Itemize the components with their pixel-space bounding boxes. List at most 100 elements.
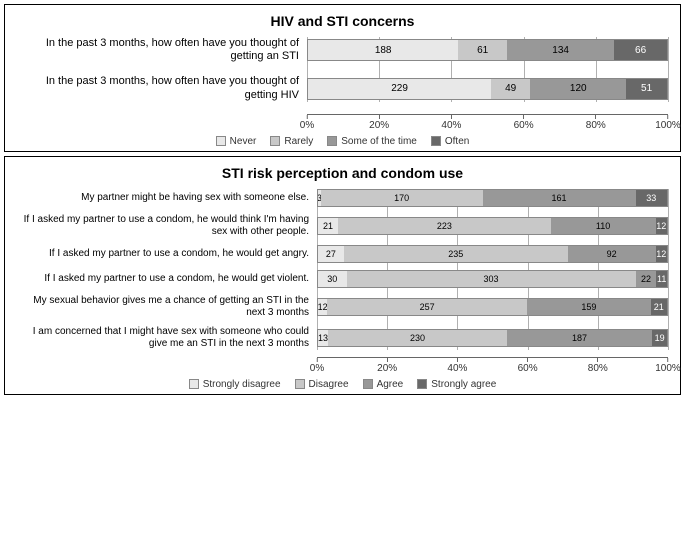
- panel-hiv-sti-concerns: HIV and STI concerns In the past 3 month…: [4, 4, 681, 152]
- bar-segment: 92: [568, 246, 656, 262]
- chart-row: I am concerned that I might have sex wit…: [17, 326, 668, 350]
- legend-item: Often: [431, 136, 469, 147]
- x-tick: 80%: [588, 358, 608, 374]
- chart-row: If I asked my partner to use a condom, h…: [17, 270, 668, 288]
- bar-segment: 303: [347, 271, 636, 287]
- bar-segment: 51: [626, 79, 667, 99]
- legend-label: Often: [445, 136, 469, 147]
- stacked-bar: 1323018719: [317, 329, 668, 347]
- bar-segment: 120: [530, 79, 626, 99]
- x-tick: 20%: [377, 358, 397, 374]
- legend: Strongly disagree Disagree Agree Strongly a…: [17, 379, 668, 390]
- bar-segment: 229: [308, 79, 491, 99]
- legend-item: Never: [216, 136, 257, 147]
- legend-label: Agree: [377, 379, 404, 390]
- chart-row: If I asked my partner to use a condom, h…: [17, 214, 668, 238]
- bar-segment: 12: [656, 246, 667, 262]
- legend-swatch: [189, 379, 199, 389]
- stacked-bar: 1225715921: [317, 298, 668, 316]
- x-tick: 40%: [441, 115, 461, 131]
- stacked-bar: 272359212: [317, 245, 668, 263]
- legend-swatch: [295, 379, 305, 389]
- stacked-bar: 317016133: [317, 189, 668, 207]
- panel1-title: HIV and STI concerns: [17, 13, 668, 29]
- legend-swatch: [327, 136, 337, 146]
- row-label: If I asked my partner to use a condom, h…: [17, 273, 317, 285]
- bar-segment: 30: [318, 271, 347, 287]
- stacked-bar: 2294912051: [307, 78, 668, 100]
- stacked-bar: 2122311012: [317, 217, 668, 235]
- x-tick: 100%: [655, 358, 681, 374]
- legend-item: Agree: [363, 379, 404, 390]
- panel2-title: STI risk perception and condom use: [17, 165, 668, 181]
- chart-row: If I asked my partner to use a condom, h…: [17, 245, 668, 263]
- bar-segment: 11: [656, 271, 666, 287]
- legend-label: Strongly agree: [431, 379, 496, 390]
- legend-item: Disagree: [295, 379, 349, 390]
- panel2-chart: My partner might be having sex with some…: [17, 189, 668, 390]
- bar-segment: 22: [636, 271, 657, 287]
- x-tick: 80%: [586, 115, 606, 131]
- chart-row: My sexual behavior gives me a chance of …: [17, 295, 668, 319]
- bar-segment: 12: [656, 218, 667, 234]
- x-axis: 0%20%40%60%80%100%: [317, 357, 668, 373]
- bar-segment: 161: [483, 190, 636, 206]
- bar-segment: 21: [318, 218, 338, 234]
- chart-row: In the past 3 months, how often have you…: [17, 37, 668, 63]
- legend-item: Strongly disagree: [189, 379, 281, 390]
- row-label: I am concerned that I might have sex wit…: [17, 326, 317, 350]
- bar-segment: 257: [327, 299, 527, 315]
- stacked-bar: 303032211: [317, 270, 668, 288]
- bar-segment: 134: [507, 40, 614, 60]
- row-label: If I asked my partner to use a condom, h…: [17, 214, 317, 238]
- bar-segment: 27: [318, 246, 344, 262]
- chart-row: My partner might be having sex with some…: [17, 189, 668, 207]
- x-tick: 60%: [518, 358, 538, 374]
- legend-item: Rarely: [270, 136, 313, 147]
- legend-swatch: [216, 136, 226, 146]
- row-label: My partner might be having sex with some…: [17, 192, 317, 204]
- panel1-chart: In the past 3 months, how often have you…: [17, 37, 668, 147]
- legend-item: Strongly agree: [417, 379, 496, 390]
- bar-segment: 188: [308, 40, 458, 60]
- x-tick: 0%: [310, 358, 324, 374]
- bar-segment: 159: [527, 299, 651, 315]
- bar-segment: 49: [491, 79, 530, 99]
- x-axis: 0%20%40%60%80%100%: [307, 114, 668, 130]
- row-label: In the past 3 months, how often have you…: [17, 37, 307, 63]
- bar-segment: 13: [318, 330, 328, 346]
- bar-segment: 230: [328, 330, 507, 346]
- bar-segment: 19: [652, 330, 667, 346]
- bar-segment: 170: [321, 190, 483, 206]
- x-tick: 40%: [447, 358, 467, 374]
- x-tick: 20%: [369, 115, 389, 131]
- legend-swatch: [363, 379, 373, 389]
- row-label: My sexual behavior gives me a chance of …: [17, 295, 317, 319]
- legend-label: Strongly disagree: [203, 379, 281, 390]
- bar-segment: 21: [651, 299, 667, 315]
- bar-segment: 187: [507, 330, 652, 346]
- bar-segment: 235: [344, 246, 568, 262]
- legend-item: Some of the time: [327, 136, 417, 147]
- x-tick: 0%: [300, 115, 314, 131]
- bar-segment: 33: [636, 190, 667, 206]
- x-tick: 60%: [514, 115, 534, 131]
- row-label: In the past 3 months, how often have you…: [17, 75, 307, 101]
- legend-label: Never: [230, 136, 257, 147]
- panel-sti-risk-perception: STI risk perception and condom use My pa…: [4, 156, 681, 395]
- bar-segment: 61: [458, 40, 507, 60]
- bar-segment: 66: [614, 40, 667, 60]
- legend-label: Rarely: [284, 136, 313, 147]
- legend-label: Some of the time: [341, 136, 417, 147]
- chart-row: In the past 3 months, how often have you…: [17, 75, 668, 101]
- bar-segment: 223: [338, 218, 551, 234]
- legend: Never Rarely Some of the time Often: [17, 136, 668, 147]
- x-tick: 100%: [655, 115, 681, 131]
- legend-swatch: [431, 136, 441, 146]
- stacked-bar: 1886113466: [307, 39, 668, 61]
- bar-segment: 12: [318, 299, 327, 315]
- row-label: If I asked my partner to use a condom, h…: [17, 248, 317, 260]
- legend-label: Disagree: [309, 379, 349, 390]
- legend-swatch: [270, 136, 280, 146]
- bar-segment: 110: [551, 218, 656, 234]
